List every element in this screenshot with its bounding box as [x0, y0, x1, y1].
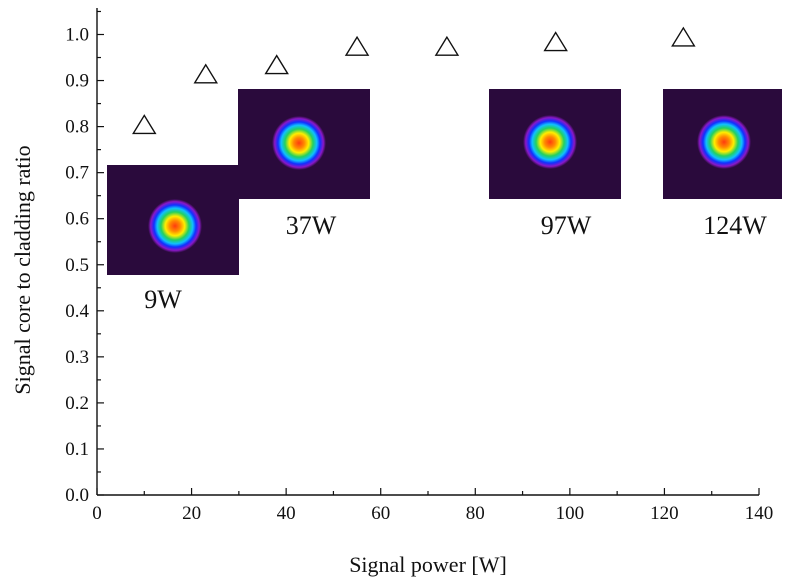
- y-tick-label: 0.4: [65, 301, 89, 322]
- data-point-triangle: [543, 31, 568, 52]
- beam-profile-insets: 9W 37W 97W 124W: [107, 89, 782, 314]
- x-tick-label: 0: [92, 503, 102, 524]
- beam-profile-inset: 97W: [489, 89, 621, 240]
- y-tick-label: 0.1: [65, 439, 89, 460]
- data-point-triangle: [671, 26, 696, 47]
- y-tick-label: 0.6: [65, 209, 89, 230]
- x-tick-label: 60: [371, 503, 390, 524]
- beam-profile-inset: 37W: [238, 89, 370, 240]
- y-tick-label: 0.9: [65, 71, 89, 92]
- x-tick-label: 20: [182, 503, 201, 524]
- data-markers: [132, 26, 696, 135]
- x-tick-label: 100: [556, 503, 585, 524]
- inset-power-label: 97W: [541, 211, 592, 240]
- inset-power-label: 9W: [144, 285, 182, 314]
- y-tick-label: 0.3: [65, 347, 89, 368]
- data-point-triangle: [434, 35, 460, 56]
- y-tick-label: 0.0: [65, 485, 89, 506]
- data-point-triangle: [132, 114, 157, 135]
- y-axis-ticks: 0.0 0.1 0.2 0.3 0.4 0.5 0.6 0.7 0.8 0.9 1.0: [65, 10, 104, 506]
- y-tick-label: 0.7: [65, 163, 89, 184]
- y-tick-label: 0.8: [65, 117, 89, 138]
- y-tick-label: 0.5: [65, 255, 89, 276]
- inset-power-label: 124W: [703, 211, 767, 240]
- x-tick-label: 80: [466, 503, 485, 524]
- beam-spot: [272, 116, 326, 170]
- x-tick-label: 120: [650, 503, 679, 524]
- data-point-triangle: [193, 63, 219, 84]
- inset-power-label: 37W: [286, 211, 337, 240]
- y-tick-label: 0.2: [65, 393, 89, 414]
- y-axis-title: Signal core to cladding ratio: [10, 145, 35, 394]
- y-tick-label: 1.0: [65, 25, 89, 46]
- x-tick-label: 140: [745, 503, 774, 524]
- data-point-triangle: [264, 54, 289, 75]
- x-axis-title: Signal power [W]: [349, 552, 507, 577]
- data-point-triangle: [344, 35, 370, 56]
- beam-profile-inset: 124W: [663, 89, 782, 240]
- beam-spot: [523, 115, 577, 169]
- beam-spot: [697, 115, 751, 169]
- x-axis-ticks: 0 20 40 60 80 100 120 140: [92, 488, 773, 524]
- beam-profile-inset: 9W: [107, 165, 239, 314]
- x-tick-label: 40: [277, 503, 296, 524]
- beam-spot: [148, 199, 202, 253]
